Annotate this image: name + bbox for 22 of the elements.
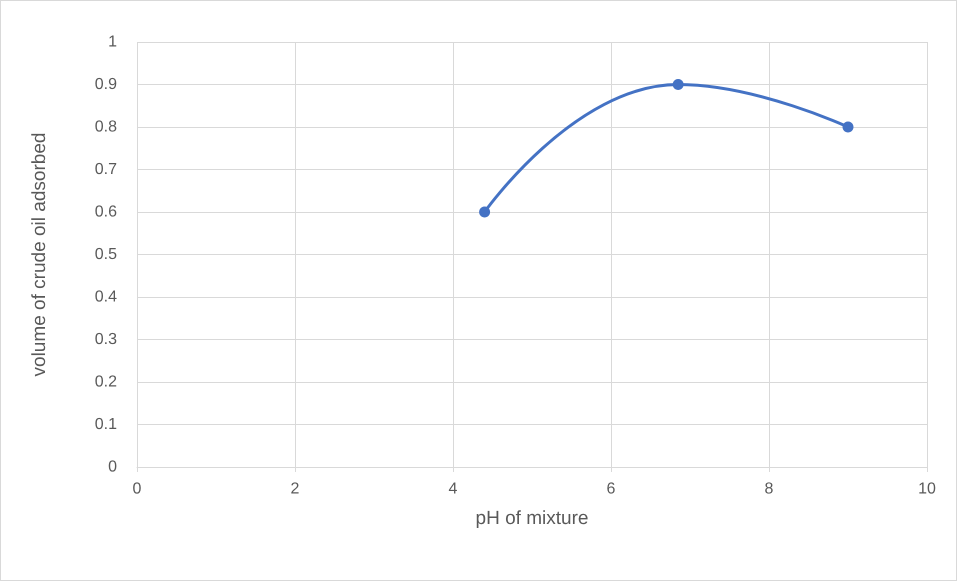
point [479,206,490,218]
y-tick-label: 0 [108,458,118,476]
y-tick-label: 0.7 [94,161,118,178]
x-tick-label: 6 [606,480,616,498]
y-tick-label: 0.2 [94,374,118,390]
y-tick-label: 0.5 [94,246,118,263]
x-tick-label: 8 [764,480,774,498]
y-tick-label: 0.4 [94,288,118,306]
y-tick-label: 0.1 [94,416,118,433]
x-axis-title: pH of mixture [476,508,588,529]
point [842,122,854,132]
x-tick-label: 4 [448,480,458,498]
y-axis-title: volume of crude oil adsorbed [29,132,50,376]
y-tick-label: 0.6 [94,204,118,220]
x-tick-label: 0 [132,480,142,498]
x-tick-label: 2 [290,480,300,498]
x-tick-label: 10 [918,480,936,498]
y-tick-label: 0.9 [94,76,118,93]
point [672,79,684,90]
y-tick-label: 0.3 [94,331,118,348]
y-tick-label: 1 [108,34,118,50]
y-tick-label: 0.8 [94,118,118,136]
